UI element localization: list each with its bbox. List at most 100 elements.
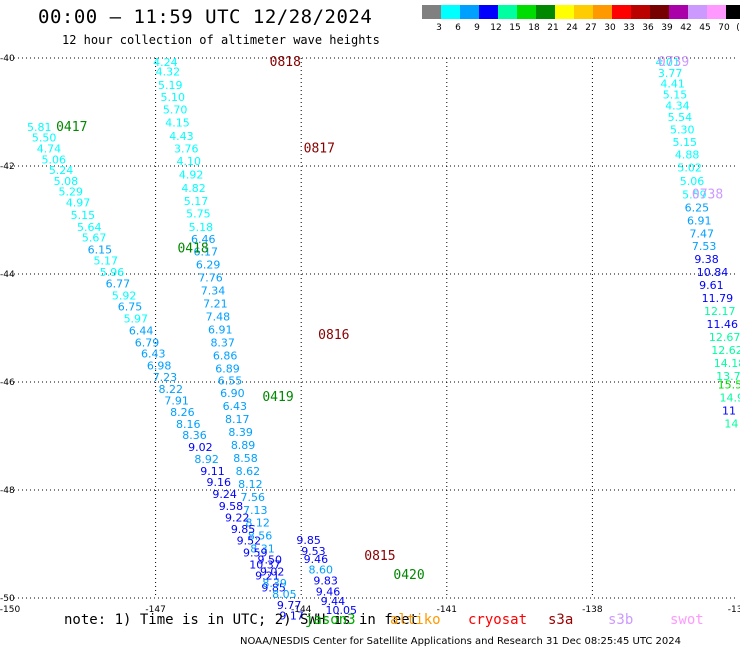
- colorbar-label: 33: [623, 23, 634, 33]
- swh-point-label: 6.79: [135, 336, 160, 349]
- y-tick-label: -50: [0, 594, 15, 604]
- swh-point-label: 6.25: [685, 201, 710, 214]
- swh-point-label: 9.02: [260, 565, 285, 578]
- colorbar-label: 21: [547, 23, 558, 33]
- swh-point-label: 9.85: [231, 523, 256, 536]
- pass-time-label: 0818: [270, 55, 301, 70]
- grid-lines: [10, 57, 738, 599]
- chart-subtitle: 12 hour collection of altimeter wave hei…: [62, 33, 380, 47]
- swh-point-label: 9.02: [188, 441, 213, 454]
- swh-point-label: 9.16: [207, 476, 232, 489]
- pass-time-label: 0815: [364, 549, 395, 564]
- swh-point-label: 5.64: [77, 221, 102, 234]
- swh-point-label: 9.21: [255, 570, 279, 583]
- swh-point-label: 9.53: [301, 545, 326, 558]
- swh-point-label: 4.10: [176, 155, 201, 168]
- swh-point-label: 8.26: [170, 406, 195, 419]
- swh-point-label: 5.29: [59, 186, 84, 199]
- swh-point-label: 5.19: [158, 79, 183, 92]
- swh-point-label: 9.77: [277, 599, 302, 612]
- colorbar-swatch: [460, 5, 479, 19]
- swh-point-label: 9.11: [200, 465, 225, 478]
- colorbar-swatch: [422, 5, 441, 19]
- swh-point-label: 8.05: [272, 588, 297, 601]
- swh-point-label: 7.34: [201, 285, 226, 298]
- colorbar-swatch: [517, 5, 536, 19]
- colorbar-label: 27: [585, 23, 596, 33]
- swh-points: 4.244.325.195.105.704.154.433.764.104.92…: [27, 56, 740, 622]
- colorbar-label: 36: [642, 23, 654, 33]
- swh-point-label: 9.52: [237, 535, 262, 548]
- pass-time-label: 0817: [304, 142, 335, 157]
- swh-point-label: 10.37: [249, 558, 281, 571]
- swh-point-label: 5.17: [93, 254, 118, 267]
- swh-point-label: 4.92: [179, 168, 204, 181]
- swh-point-label: 5.10: [160, 91, 185, 104]
- swh-point-label: 4.32: [156, 65, 181, 78]
- swh-point-label: 10.05: [325, 604, 357, 617]
- swh-point-label: 5.92: [112, 289, 137, 302]
- swh-point-label: 8.31: [250, 543, 274, 556]
- swh-point-label: 6.29: [196, 259, 221, 272]
- colorbar-swatch: [631, 5, 650, 19]
- swh-point-label: 6.44: [129, 324, 154, 337]
- swh-point-label: 4.43: [169, 130, 194, 143]
- x-tick-label: -147: [145, 605, 165, 615]
- colorbar-swatch: [726, 5, 740, 19]
- swh-point-label: 9.85: [261, 582, 286, 595]
- swh-point-label: 8.36: [182, 429, 207, 442]
- colorbar-swatch: [479, 5, 498, 19]
- swh-point-label: 7.47: [689, 227, 714, 240]
- colorbar-label: 15: [509, 23, 520, 33]
- swh-point-label: 7.53: [692, 240, 717, 253]
- colorbar-swatch: [441, 5, 460, 19]
- swh-point-label: 6.98: [147, 360, 172, 373]
- swh-point-label: 6.75: [118, 301, 143, 314]
- swh-point-label: 7.21: [203, 297, 228, 310]
- colorbar-label: (ft): [736, 23, 740, 33]
- colorbar-swatch: [650, 5, 669, 19]
- swh-point-label: 5.54: [668, 111, 693, 124]
- swh-point-label: 4.24: [153, 56, 178, 69]
- swh-point-label: 6.55: [218, 375, 243, 388]
- colorbar-label: 3: [436, 23, 442, 33]
- swh-point-label: 7.48: [206, 310, 231, 323]
- pass-time-labels: 0818 0817 0816 0815 0417 0418 0419 0420 0739 0738: [56, 55, 723, 583]
- swh-point-label: 8.39: [262, 577, 287, 590]
- chart-title: 00:00 – 11:59 UTC 12/28/2024: [38, 6, 373, 28]
- x-tick-label: -138: [582, 605, 603, 615]
- swh-point-label: 9.59: [243, 546, 268, 559]
- x-tick-label: -135: [728, 605, 740, 615]
- swh-point-label: 8.39: [228, 426, 253, 439]
- swh-point-label: 7.23: [153, 371, 178, 384]
- swh-point-label: 10.84: [697, 266, 729, 279]
- swh-point-label: 5.96: [100, 266, 125, 279]
- colorbar-swatch: [536, 5, 555, 19]
- swh-point-label: 4.97: [66, 197, 91, 210]
- swh-point-label: 9.85: [296, 534, 321, 547]
- swh-point-label: 8.62: [236, 465, 261, 478]
- swh-point-label: 3.76: [174, 143, 199, 156]
- swh-point-label: 11.79: [702, 292, 734, 305]
- x-tick-label: -150: [0, 605, 20, 615]
- swh-point-label: 8.17: [225, 413, 250, 426]
- swh-point-label: 5.06: [680, 175, 705, 188]
- y-tick-label: -40: [0, 54, 15, 64]
- satellite-legend-item: jason3: [305, 612, 356, 628]
- swh-point-label: 3.77: [658, 67, 683, 80]
- pass-time-label: 0417: [56, 120, 87, 135]
- swh-point-label: 7.56: [241, 491, 265, 504]
- footer-credit: NOAA/NESDIS Center for Satellite Applica…: [240, 636, 682, 647]
- swh-point-label: 5.70: [163, 104, 188, 117]
- swh-point-label: 8.37: [210, 336, 235, 349]
- pass-time-label: 0418: [177, 241, 208, 256]
- swh-point-label: 9.44: [321, 595, 346, 608]
- colorbar-label: 45: [699, 23, 710, 33]
- swh-point-label: 9.46: [316, 585, 341, 598]
- swh-point-label: 12.67: [709, 331, 740, 344]
- colorbar-label: 18: [528, 23, 540, 33]
- satellite-legend-item: s3b: [608, 612, 634, 628]
- y-tick-label: -42: [0, 162, 15, 172]
- swh-point-label: 5.75: [186, 207, 211, 220]
